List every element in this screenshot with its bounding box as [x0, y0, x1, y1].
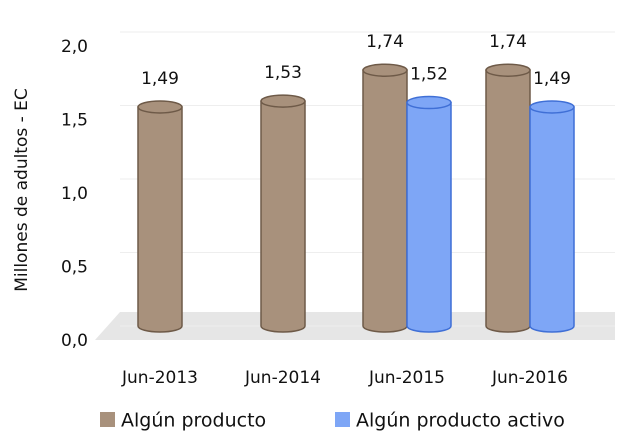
bar	[137, 100, 183, 333]
legend-swatch	[335, 412, 350, 427]
y-tick-label: 2,0	[61, 37, 88, 57]
legend-label: Algún producto	[121, 410, 266, 432]
bar	[406, 95, 452, 333]
bar-part	[529, 106, 575, 333]
y-axis-label: Millones de adultos - EC	[12, 88, 32, 292]
x-tick-label: Jun-2016	[491, 368, 568, 388]
x-tick-label: Jun-2015	[368, 368, 445, 388]
bar	[485, 63, 531, 333]
bar-part	[362, 63, 408, 77]
value-label: 1,52	[410, 65, 448, 85]
value-label: 1,53	[264, 63, 302, 83]
bar	[260, 94, 306, 333]
value-label: 1,49	[533, 69, 571, 89]
bar-part	[485, 63, 531, 77]
bar-part	[406, 95, 452, 110]
bar-part	[137, 106, 183, 333]
x-tick-label: Jun-2014	[244, 368, 321, 388]
bar-part	[529, 100, 575, 114]
bar-part	[485, 69, 531, 333]
bar-part	[260, 100, 306, 333]
y-tick-label: 1,5	[61, 111, 88, 131]
bar-part	[137, 100, 183, 114]
bar	[529, 100, 575, 333]
legend-swatch	[100, 412, 115, 427]
x-tick-label: Jun-2013	[121, 368, 198, 388]
value-label: 1,74	[489, 32, 527, 52]
y-tick-label: 0,0	[61, 331, 88, 351]
bar-part	[406, 101, 452, 333]
legend-label: Algún producto activo	[356, 410, 565, 432]
bar-part	[260, 94, 306, 108]
bar	[362, 63, 408, 333]
bar-part	[362, 69, 408, 333]
value-label: 1,74	[366, 32, 404, 52]
y-tick-label: 0,5	[61, 258, 88, 278]
y-tick-label: 1,0	[61, 184, 88, 204]
value-label: 1,49	[141, 69, 179, 89]
